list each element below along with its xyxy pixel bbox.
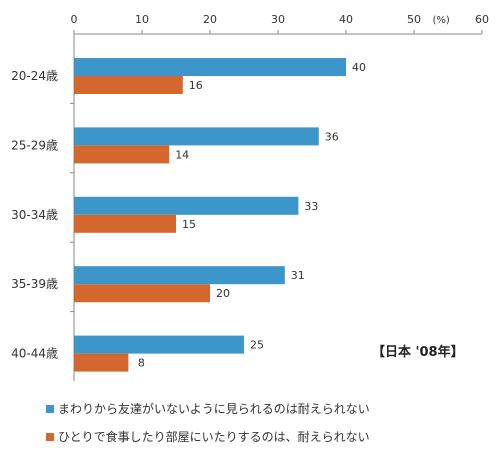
y-category-label: 40-44歳 <box>11 347 58 361</box>
bar-series-2 <box>74 353 129 372</box>
x-tick-label: 40 <box>339 13 353 26</box>
legend-item-series-1: まわりから友達がいないように見られるのは耐えられない <box>46 400 370 417</box>
legend-label-series-1: まわりから友達がいないように見られるのは耐えられない <box>58 402 370 416</box>
y-category-label: 30-34歳 <box>11 208 58 222</box>
legend-swatch-series-1 <box>46 404 54 413</box>
bar-series-1 <box>74 335 244 354</box>
bar-series-2 <box>74 76 183 94</box>
data-label-series-2: 14 <box>175 148 189 161</box>
data-label-series-1: 25 <box>250 339 264 352</box>
data-label-series-2: 16 <box>189 79 203 92</box>
data-label-series-1: 40 <box>352 61 366 74</box>
bar-series-1 <box>74 266 285 285</box>
bar-series-1 <box>74 196 299 215</box>
data-label-series-1: 36 <box>325 130 339 143</box>
chart-annotation: 【日本 '08年】 <box>372 345 464 360</box>
y-category-label: 35-39歳 <box>11 277 58 291</box>
x-tick-label: 0 <box>71 13 78 26</box>
data-label-series-2: 15 <box>182 218 196 231</box>
legend-swatch-series-2 <box>46 432 54 441</box>
data-label-series-1: 33 <box>304 200 318 213</box>
x-tick-label: 10 <box>135 13 149 26</box>
bar-series-1 <box>74 127 319 146</box>
data-label-series-1: 31 <box>291 269 305 282</box>
data-label-series-2: 8 <box>138 357 145 370</box>
bar-series-2 <box>74 284 210 303</box>
legend-item-series-2: ひとりで食事したり部屋にいたりするのは、耐えられない <box>46 428 370 445</box>
bar-series-1 <box>74 58 346 76</box>
bar-series-2 <box>74 214 176 233</box>
data-label-series-2: 20 <box>216 287 230 300</box>
x-tick-label: 20 <box>203 13 217 26</box>
x-tick-label: 30 <box>271 13 285 26</box>
y-category-label: 25-29歳 <box>11 138 58 152</box>
x-unit-label: (%) <box>433 15 450 26</box>
legend-label-series-2: ひとりで食事したり部屋にいたりするのは、耐えられない <box>58 430 370 444</box>
x-tick-label: 50 <box>407 13 421 26</box>
y-category-label: 20-24歳 <box>11 69 58 83</box>
bar-series-2 <box>74 145 170 164</box>
x-tick-label: 60 <box>475 13 489 26</box>
